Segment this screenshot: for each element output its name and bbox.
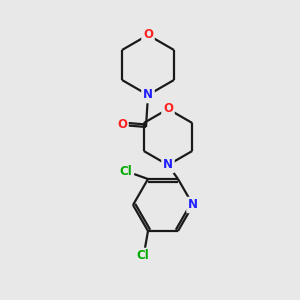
Text: O: O [143,28,153,41]
Text: Cl: Cl [120,164,132,178]
Text: N: N [143,88,153,101]
Text: N: N [188,199,198,212]
Text: O: O [163,103,173,116]
Text: N: N [163,158,173,172]
Text: O: O [117,118,127,131]
Text: Cl: Cl [136,250,149,262]
